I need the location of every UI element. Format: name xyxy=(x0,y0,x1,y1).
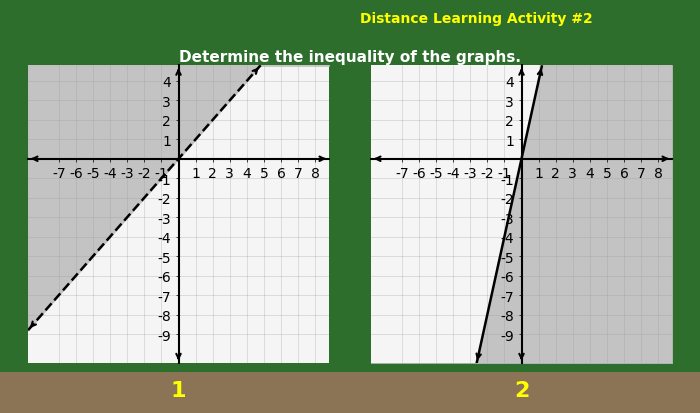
Text: 1: 1 xyxy=(171,380,186,400)
Text: 2: 2 xyxy=(514,380,529,400)
Text: Determine the inequality of the graphs.: Determine the inequality of the graphs. xyxy=(179,50,521,64)
Text: Distance Learning Activity #2: Distance Learning Activity #2 xyxy=(360,12,592,26)
